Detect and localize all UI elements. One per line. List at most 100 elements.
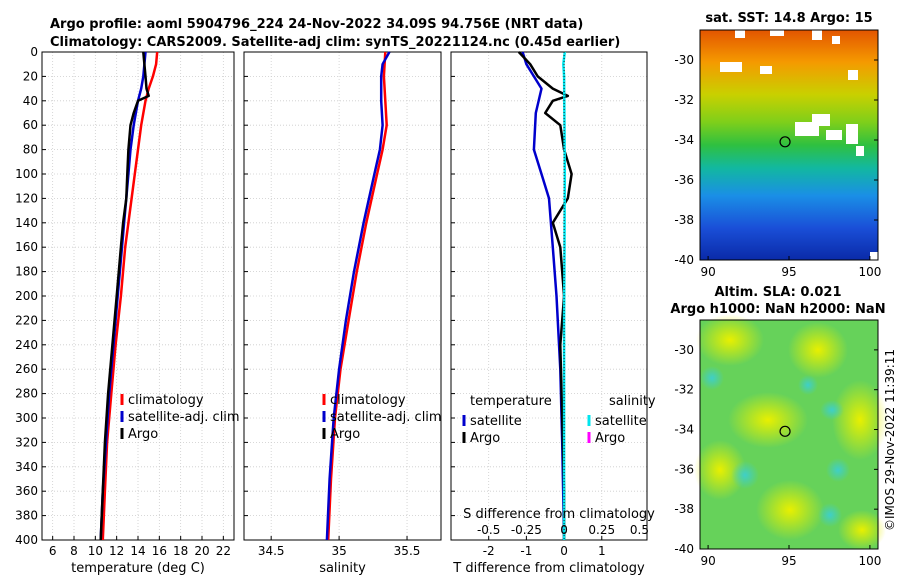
y-tick-label: 260: [15, 362, 38, 376]
x-tick-label: 35.5: [394, 544, 421, 558]
y-tick-label: 320: [15, 435, 38, 449]
y-tick-label: 20: [23, 69, 38, 83]
map-y-tick-label: -30: [674, 343, 694, 357]
axes-frame: [243, 51, 442, 541]
series-line-satellite-adj-clim: [325, 51, 391, 541]
map-y-tick-label: -34: [674, 133, 694, 147]
map-y-tick-label: -40: [674, 542, 694, 556]
x2-tick-label: 0.5: [630, 523, 649, 537]
x-tick-label: 0: [560, 544, 568, 558]
series-line-climatology: [101, 51, 159, 541]
x-tick-label: -1: [520, 544, 532, 558]
x-tick-label: 1: [598, 544, 606, 558]
y-tick-label: 100: [15, 167, 38, 181]
sla-argo-marker: [779, 425, 791, 437]
copyright: ©IMOS 29-Nov-2022 11:39:11: [883, 349, 897, 531]
x2-tick-label: 0: [560, 523, 568, 537]
sla-map: Altim. SLA: 0.021 Argo h1000: NaN h2000:…: [670, 285, 888, 568]
series-line-t-argo: [517, 51, 573, 540]
legend-entry: satellite-adj. clim: [330, 410, 442, 425]
legend-title-temperature: temperature: [470, 394, 552, 409]
y-tick-label: 380: [15, 509, 38, 523]
map-y-tick-label: -38: [674, 502, 694, 516]
map-y-tick-label: -32: [674, 93, 694, 107]
x2-tick-label: 0.25: [588, 523, 615, 537]
axes-frame: [450, 51, 648, 541]
series-line-climatology: [326, 51, 388, 541]
y-tick-label: 160: [15, 240, 38, 254]
legend-title-salinity: salinity: [609, 394, 656, 409]
map-x-tick-label: 100: [858, 554, 881, 568]
y-tick-label: 360: [15, 484, 38, 498]
y-tick-label: 400: [15, 533, 38, 547]
temperature-panel: 0 20 40 60 80 100 120 140 160 180 200 220 240 260 280 3…: [15, 45, 240, 576]
sst-cloud-mask: [720, 30, 878, 260]
x-tick-label: 12: [109, 544, 124, 558]
sla-map-title: Altim. SLA: 0.021: [715, 285, 842, 300]
y-tick-label: 120: [15, 191, 38, 205]
y-tick-label: 140: [15, 216, 38, 230]
series-line-argo: [99, 51, 150, 541]
x-tick-label: 34.5: [258, 544, 285, 558]
map-y-tick-label: -30: [674, 53, 694, 67]
map-x-tick-label: 95: [781, 554, 796, 568]
legend-entry: Argo: [595, 431, 625, 446]
legend-entry: climatology: [330, 393, 406, 408]
legend-entry: satellite: [595, 414, 647, 429]
y-tick-label: 220: [15, 313, 38, 327]
map-y-tick-label: -36: [674, 462, 694, 476]
legend-entry: Argo: [330, 427, 360, 442]
y-tick-label: 180: [15, 265, 38, 279]
difference-panel: -2 -1 0 1 T difference from climatology tempe…: [450, 51, 656, 576]
y-tick-label: 200: [15, 289, 38, 303]
x-tick-label: 22: [216, 544, 231, 558]
map-y-tick-label: -34: [674, 423, 694, 437]
series-line-t-satellite: [521, 51, 566, 541]
map-y-tick-label: -32: [674, 383, 694, 397]
salinity-panel: 34.5 35 35.5 salinity climatology satellite-a…: [243, 51, 442, 576]
x-axis-label: temperature (deg C): [71, 561, 205, 576]
legend-entry: Argo: [128, 427, 158, 442]
figure-title-line2: Climatology: CARS2009. Satellite-adj cli…: [50, 35, 620, 50]
y-tick-label: 40: [23, 94, 38, 108]
x2-tick-label: -0.25: [511, 523, 542, 537]
map-y-tick-label: -36: [674, 173, 694, 187]
legend-entry: Argo: [470, 431, 500, 446]
y-tick-label: 0: [30, 45, 38, 59]
x2-tick-label: -0.5: [477, 523, 500, 537]
map-x-tick-label: 90: [700, 554, 715, 568]
x-axis-label: salinity: [319, 561, 366, 576]
map-x-tick-label: 95: [781, 265, 796, 279]
y-tick-label: 80: [23, 143, 38, 157]
sst-map: sat. SST: 14.8 Argo: 15 -30 -32 -34 -36 -38 -…: [674, 11, 881, 279]
map-y-tick-label: -40: [674, 253, 694, 267]
map-x-tick-label: 90: [700, 265, 715, 279]
x-tick-label: 14: [130, 544, 145, 558]
x-tick-label: 8: [70, 544, 78, 558]
y-tick-label: 340: [15, 460, 38, 474]
sst-map-title: sat. SST: 14.8 Argo: 15: [705, 11, 872, 26]
sla-anomaly-blobs: [694, 314, 888, 550]
legend-entry: satellite: [470, 414, 522, 429]
x-axis-label: T difference from climatology: [452, 561, 645, 576]
x2-axis-label: S difference from climatology: [463, 507, 655, 522]
x-tick-label: 6: [49, 544, 57, 558]
figure-title-line1: Argo profile: aoml 5904796_224 24-Nov-20…: [50, 17, 583, 32]
x-tick-label: 35: [331, 544, 346, 558]
sst-argo-marker: [779, 136, 791, 148]
x-tick-label: 18: [173, 544, 188, 558]
x-tick-label: 10: [88, 544, 103, 558]
x-tick-label: 16: [152, 544, 167, 558]
y-tick-label: 300: [15, 411, 38, 425]
y-tick-label: 280: [15, 387, 38, 401]
sla-map-subtitle: Argo h1000: NaN h2000: NaN: [670, 302, 885, 317]
x-tick-label: -2: [483, 544, 495, 558]
map-y-tick-label: -38: [674, 213, 694, 227]
legend-entry: climatology: [128, 393, 204, 408]
legend-entry: satellite-adj. clim: [128, 410, 240, 425]
y-tick-label: 240: [15, 338, 38, 352]
map-x-tick-label: 100: [858, 265, 881, 279]
y-tick-label: 60: [23, 118, 38, 132]
x-tick-label: 20: [194, 544, 209, 558]
